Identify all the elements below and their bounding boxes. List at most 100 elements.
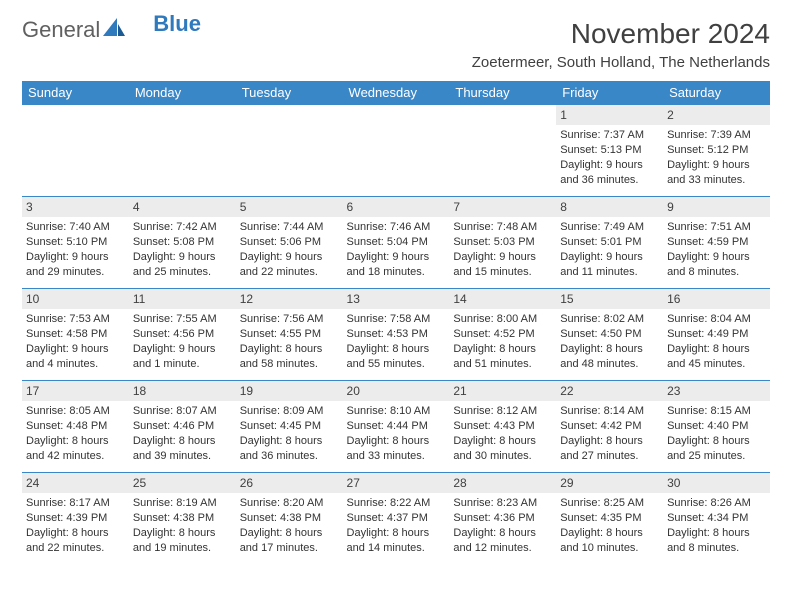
day-number: 14	[449, 289, 556, 309]
day-info-line: Sunset: 4:40 PM	[667, 419, 766, 434]
day-info-line: and 25 minutes.	[667, 449, 766, 464]
day-cell: 17Sunrise: 8:05 AMSunset: 4:48 PMDayligh…	[22, 381, 129, 473]
day-info-line: Sunrise: 8:04 AM	[667, 312, 766, 327]
day-info-line: Sunrise: 8:25 AM	[560, 496, 659, 511]
day-header: Tuesday	[236, 81, 343, 105]
day-info-line: Sunrise: 8:14 AM	[560, 404, 659, 419]
day-info-line: and 11 minutes.	[560, 265, 659, 280]
day-cell: 20Sunrise: 8:10 AMSunset: 4:44 PMDayligh…	[343, 381, 450, 473]
day-cell: 15Sunrise: 8:02 AMSunset: 4:50 PMDayligh…	[556, 289, 663, 381]
day-info-line: Sunset: 4:49 PM	[667, 327, 766, 342]
day-info-line: Sunrise: 8:23 AM	[453, 496, 552, 511]
day-info-line: Daylight: 8 hours	[667, 434, 766, 449]
day-number: 15	[556, 289, 663, 309]
day-info-line: Sunrise: 7:37 AM	[560, 128, 659, 143]
week-row: 17Sunrise: 8:05 AMSunset: 4:48 PMDayligh…	[22, 381, 770, 473]
day-number: 10	[22, 289, 129, 309]
day-number: 16	[663, 289, 770, 309]
day-info-line: and 10 minutes.	[560, 541, 659, 556]
day-cell: 14Sunrise: 8:00 AMSunset: 4:52 PMDayligh…	[449, 289, 556, 381]
day-info-line: Daylight: 8 hours	[26, 434, 125, 449]
day-cell	[449, 105, 556, 197]
day-number: 11	[129, 289, 236, 309]
day-cell: 2Sunrise: 7:39 AMSunset: 5:12 PMDaylight…	[663, 105, 770, 197]
day-info-line: Sunset: 5:13 PM	[560, 143, 659, 158]
day-cell: 26Sunrise: 8:20 AMSunset: 4:38 PMDayligh…	[236, 473, 343, 565]
day-info-line: and 33 minutes.	[667, 173, 766, 188]
day-cell: 24Sunrise: 8:17 AMSunset: 4:39 PMDayligh…	[22, 473, 129, 565]
day-number: 13	[343, 289, 450, 309]
day-info-line: Sunset: 4:35 PM	[560, 511, 659, 526]
day-info-line: and 8 minutes.	[667, 265, 766, 280]
day-info-line: Sunrise: 8:02 AM	[560, 312, 659, 327]
day-cell: 22Sunrise: 8:14 AMSunset: 4:42 PMDayligh…	[556, 381, 663, 473]
day-info-line: Sunrise: 8:17 AM	[26, 496, 125, 511]
day-number: 9	[663, 197, 770, 217]
day-cell: 5Sunrise: 7:44 AMSunset: 5:06 PMDaylight…	[236, 197, 343, 289]
day-info-line: Sunset: 4:38 PM	[133, 511, 232, 526]
day-info-line: Sunrise: 8:12 AM	[453, 404, 552, 419]
week-row: 24Sunrise: 8:17 AMSunset: 4:39 PMDayligh…	[22, 473, 770, 565]
day-info-line: Daylight: 9 hours	[26, 342, 125, 357]
week-row: 3Sunrise: 7:40 AMSunset: 5:10 PMDaylight…	[22, 197, 770, 289]
day-cell	[236, 105, 343, 197]
calendar-table: SundayMondayTuesdayWednesdayThursdayFrid…	[22, 81, 770, 565]
day-number: 3	[22, 197, 129, 217]
day-info-line: Sunset: 4:55 PM	[240, 327, 339, 342]
day-header: Thursday	[449, 81, 556, 105]
day-header: Wednesday	[343, 81, 450, 105]
day-info-line: Sunset: 4:43 PM	[453, 419, 552, 434]
sail-icon	[103, 18, 125, 42]
day-cell: 12Sunrise: 7:56 AMSunset: 4:55 PMDayligh…	[236, 289, 343, 381]
day-number: 2	[663, 105, 770, 125]
day-cell: 1Sunrise: 7:37 AMSunset: 5:13 PMDaylight…	[556, 105, 663, 197]
day-info-line: Daylight: 9 hours	[133, 250, 232, 265]
day-info-line: Sunset: 5:10 PM	[26, 235, 125, 250]
day-number: 4	[129, 197, 236, 217]
day-header: Sunday	[22, 81, 129, 105]
day-info-line: Sunrise: 7:44 AM	[240, 220, 339, 235]
day-info-line: Sunrise: 8:07 AM	[133, 404, 232, 419]
day-info-line: and 4 minutes.	[26, 357, 125, 372]
day-info-line: Sunrise: 7:49 AM	[560, 220, 659, 235]
day-info-line: Daylight: 8 hours	[133, 526, 232, 541]
month-title: November 2024	[472, 18, 770, 50]
day-cell: 29Sunrise: 8:25 AMSunset: 4:35 PMDayligh…	[556, 473, 663, 565]
day-info-line: Daylight: 8 hours	[240, 342, 339, 357]
day-info-line: and 25 minutes.	[133, 265, 232, 280]
day-number: 28	[449, 473, 556, 493]
day-cell: 10Sunrise: 7:53 AMSunset: 4:58 PMDayligh…	[22, 289, 129, 381]
day-info-line: Sunset: 4:42 PM	[560, 419, 659, 434]
day-info-line: Daylight: 8 hours	[453, 434, 552, 449]
day-info-line: and 51 minutes.	[453, 357, 552, 372]
day-info-line: Sunset: 4:36 PM	[453, 511, 552, 526]
day-info-line: Sunset: 4:56 PM	[133, 327, 232, 342]
day-info-line: Sunset: 4:52 PM	[453, 327, 552, 342]
day-info-line: and 48 minutes.	[560, 357, 659, 372]
day-info-line: and 29 minutes.	[26, 265, 125, 280]
day-number: 24	[22, 473, 129, 493]
day-info-line: Sunset: 4:38 PM	[240, 511, 339, 526]
day-info-line: and 18 minutes.	[347, 265, 446, 280]
calendar-body: 1Sunrise: 7:37 AMSunset: 5:13 PMDaylight…	[22, 105, 770, 565]
day-cell: 13Sunrise: 7:58 AMSunset: 4:53 PMDayligh…	[343, 289, 450, 381]
day-info-line: Daylight: 9 hours	[26, 250, 125, 265]
day-info-line: and 58 minutes.	[240, 357, 339, 372]
day-info-line: Daylight: 9 hours	[347, 250, 446, 265]
day-info-line: Daylight: 9 hours	[240, 250, 339, 265]
day-info-line: and 55 minutes.	[347, 357, 446, 372]
day-info-line: Sunset: 4:34 PM	[667, 511, 766, 526]
day-cell: 8Sunrise: 7:49 AMSunset: 5:01 PMDaylight…	[556, 197, 663, 289]
day-header: Saturday	[663, 81, 770, 105]
day-cell: 7Sunrise: 7:48 AMSunset: 5:03 PMDaylight…	[449, 197, 556, 289]
day-number: 29	[556, 473, 663, 493]
day-cell: 9Sunrise: 7:51 AMSunset: 4:59 PMDaylight…	[663, 197, 770, 289]
day-cell: 25Sunrise: 8:19 AMSunset: 4:38 PMDayligh…	[129, 473, 236, 565]
day-info-line: Sunrise: 7:48 AM	[453, 220, 552, 235]
day-info-line: Sunrise: 8:19 AM	[133, 496, 232, 511]
day-info-line: Sunset: 5:08 PM	[133, 235, 232, 250]
week-row: 1Sunrise: 7:37 AMSunset: 5:13 PMDaylight…	[22, 105, 770, 197]
day-info-line: Sunrise: 8:15 AM	[667, 404, 766, 419]
day-info-line: Sunset: 4:37 PM	[347, 511, 446, 526]
day-info-line: and 36 minutes.	[240, 449, 339, 464]
